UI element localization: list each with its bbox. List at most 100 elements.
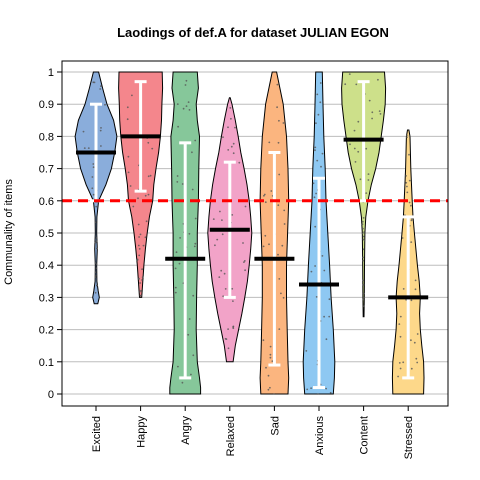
data-point [362,284,365,286]
data-point [192,294,195,297]
data-point [316,393,319,395]
data-point [278,278,281,280]
data-point [244,205,247,208]
data-point [283,223,286,225]
data-point [227,347,230,350]
data-point [268,243,270,246]
x-tick-label: Excited [91,416,103,452]
y-tick-label: 0.9 [39,99,54,111]
data-point [268,141,271,144]
data-point [94,241,97,244]
data-point [175,251,178,254]
data-point [273,393,275,395]
y-tick-label: 1 [48,67,54,79]
data-point [182,107,185,110]
data-point [227,126,229,129]
data-point [185,79,188,82]
data-point [138,254,141,257]
data-point [137,223,140,226]
data-point [176,181,179,183]
data-point [354,161,357,163]
data-point [224,337,227,340]
data-point [416,333,419,335]
x-tick-label: Relaxed [225,416,237,456]
data-point [95,205,98,208]
data-point [95,267,98,270]
data-point [278,328,281,330]
data-point [242,242,244,244]
data-point [323,269,326,272]
data-point [147,193,150,196]
data-point [267,374,270,377]
data-point [94,262,97,264]
data-point [348,73,351,75]
data-point [139,233,142,236]
data-point [212,218,215,221]
data-point [406,185,408,188]
data-point [408,179,411,182]
data-point [353,129,356,132]
data-point [174,267,177,270]
data-point [139,282,142,284]
data-point [243,261,245,263]
data-point [222,136,224,139]
data-point [283,209,286,212]
data-point [344,83,347,86]
data-point [276,83,279,86]
data-point [223,272,226,275]
data-point [191,188,194,191]
data-point [405,134,408,137]
data-point [277,253,279,256]
data-point [276,106,278,109]
data-point [265,366,267,369]
data-point [181,381,184,384]
data-point [132,205,135,208]
chart-title: Laodings of def.A for dataset JULIAN EGO… [117,25,389,40]
data-point [83,147,86,150]
data-point [138,277,140,280]
y-axis-label: Communality of items [3,179,15,285]
data-point [230,145,233,148]
data-point [188,232,191,235]
data-point [363,239,366,242]
data-point [147,141,150,144]
data-point [230,117,232,120]
x-tick-label: Sad [269,416,281,436]
data-point [321,152,324,155]
data-point [269,345,272,348]
data-point [414,288,417,291]
data-point [220,269,223,272]
data-point [362,217,365,219]
data-point [141,276,144,279]
data-point [277,204,280,207]
data-point [177,125,180,128]
data-point [221,233,224,236]
x-axis: Excited Happy Angry Relaxed Sad Anxious Conten… [91,406,415,459]
data-point [323,315,325,318]
data-point [353,147,356,150]
data-point [315,122,317,125]
data-point [194,139,197,142]
data-point [185,105,188,107]
data-point [362,235,365,238]
data-point [149,174,152,177]
data-points [81,73,419,395]
data-point [94,221,97,224]
data-point [100,127,102,129]
data-point [399,315,402,318]
data-point [406,191,409,194]
data-point [138,248,141,250]
data-point [362,296,365,299]
y-tick-label: 0.1 [39,357,54,369]
data-point [95,247,98,250]
data-point [87,147,90,150]
data-point [227,328,230,330]
data-point [177,365,179,368]
data-point [362,298,365,301]
data-point [140,289,142,292]
data-point [234,126,236,129]
data-point [269,386,271,389]
data-point [99,88,102,90]
data-point [328,315,331,318]
